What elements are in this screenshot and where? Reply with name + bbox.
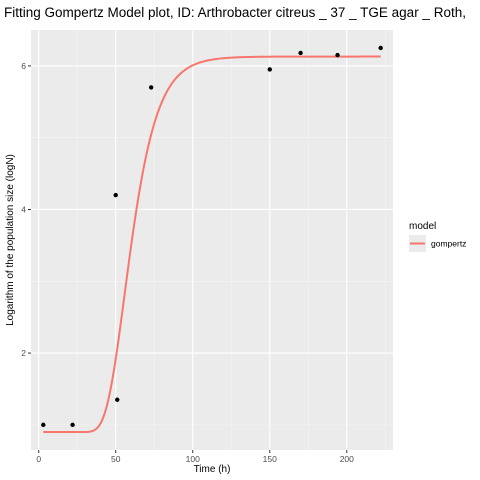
- grid-major: [31, 30, 393, 450]
- data-point: [335, 52, 340, 58]
- data-point: [41, 422, 46, 428]
- x-tick-label: 150: [263, 454, 277, 464]
- legend-label-gompertz: gompertz: [431, 239, 466, 249]
- gompertz-curve: [43, 55, 381, 434]
- y-tick-label: 6: [21, 61, 26, 71]
- y-axis: 2 4 6: [21, 61, 31, 358]
- grid-minor: [31, 30, 393, 450]
- data-point: [115, 397, 120, 402]
- y-tick-label: 2: [21, 348, 26, 358]
- legend-title: model: [409, 221, 436, 232]
- model-curve-layer: [43, 55, 381, 434]
- plot-panel: [31, 30, 393, 450]
- data-point: [267, 67, 272, 72]
- data-point: [148, 85, 154, 90]
- legend: model gompertz: [409, 221, 466, 252]
- data-point: [298, 50, 303, 56]
- data-point: [113, 192, 118, 198]
- x-axis: 0 50 100 150 200: [36, 450, 354, 464]
- y-tick-label: 4: [21, 204, 26, 214]
- x-tick-label: 0: [36, 454, 41, 464]
- x-tick-label: 50: [111, 454, 121, 464]
- x-tick-label: 200: [340, 454, 354, 464]
- y-axis-label: Logarithm of the population size (logN): [5, 154, 16, 326]
- data-point: [378, 45, 383, 51]
- data-point: [70, 422, 75, 428]
- chart-title: Fitting Gompertz Model plot, ID: Arthrob…: [4, 5, 466, 20]
- data-points: [41, 45, 383, 428]
- x-tick-label: 100: [186, 454, 200, 464]
- x-axis-label: Time (h): [194, 464, 231, 475]
